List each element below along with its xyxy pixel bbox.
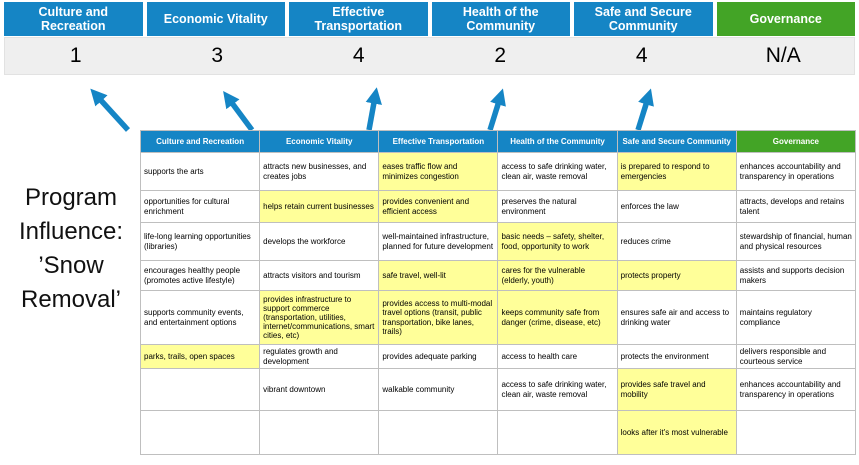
matrix-column-header: Culture and Recreation [139, 130, 261, 153]
matrix-cell: provides convenient and efficient access [378, 190, 499, 223]
matrix-cell: life-long learning opportunities (librar… [139, 222, 261, 261]
up-arrow-icon [365, 87, 382, 131]
matrix-column-header: Safe and Secure Community [616, 130, 737, 153]
matrix-cell: provides infrastructure to support comme… [259, 290, 380, 345]
score-value: 1 [69, 44, 82, 67]
matrix-row: life-long learning opportunities (librar… [139, 222, 857, 261]
scorecard-header: Culture and Recreation [4, 2, 143, 36]
influence-matrix: Culture and Recreation Economic Vitality E… [139, 130, 857, 455]
score-value: 4 [635, 44, 648, 67]
matrix-cell: encourages healthy people (promotes acti… [139, 260, 261, 291]
matrix-cell: provides safe travel and mobility [616, 368, 737, 411]
matrix-header-row: Culture and Recreation Economic Vitality E… [139, 130, 857, 153]
score-value: 4 [352, 44, 365, 67]
matrix-cell: opportunities for cultural enrichment [139, 190, 261, 223]
matrix-row: parks, trails, open spaces regulates grow… [139, 344, 857, 369]
score-value: 3 [211, 44, 224, 67]
matrix-cell: ensures safe air and access to drinking … [616, 290, 737, 345]
matrix-cell: enforces the law [616, 190, 737, 223]
matrix-cell: safe travel, well-lit [378, 260, 499, 291]
matrix-row: encourages healthy people (promotes acti… [139, 260, 857, 291]
matrix-cell: provides access to multi-modal travel op… [378, 290, 499, 345]
up-arrow-icon [223, 91, 255, 132]
matrix-cell: assists and supports decision makers [735, 260, 857, 291]
matrix-row: supports community events, and entertain… [139, 290, 857, 345]
matrix-cell: reduces crime [616, 222, 737, 261]
matrix-cell: stewardship of financial, human and phys… [735, 222, 857, 261]
matrix-cell: access to safe drinking water, clean air… [497, 368, 618, 411]
up-arrow-icon [90, 88, 131, 132]
matrix-cell: is prepared to respond to emergencies [616, 152, 737, 191]
score-value: N/A [765, 44, 801, 67]
matrix-cell: protects property [616, 260, 737, 291]
matrix-cell: attracts new businesses, and creates job… [259, 152, 380, 191]
matrix-cell: enhances accountability and transparency… [735, 152, 857, 191]
matrix-cell: keeps community safe from danger (crime,… [497, 290, 618, 345]
matrix-cell: eases traffic flow and minimizes congest… [378, 152, 499, 191]
matrix-cell: well-maintained infrastructure, planned … [378, 222, 499, 261]
matrix-cell: preserves the natural environment [497, 190, 618, 223]
scorecard-scores: 1 3 4 2 4 N/A [4, 37, 855, 75]
matrix-cell [139, 410, 261, 455]
matrix-cell: supports the arts [139, 152, 261, 191]
matrix-row: looks after it's most vulnerable [139, 410, 857, 455]
scorecard-header: Economic Vitality [146, 2, 285, 36]
matrix-cell: helps retain current businesses [259, 190, 380, 223]
matrix-cell: provides adequate parking [378, 344, 499, 369]
matrix-row: vibrant downtown walkable community access… [139, 368, 857, 411]
scorecard-header: Effective Transportation [289, 2, 428, 36]
up-arrow-icon [487, 88, 506, 131]
program-influence-label: Program Influence: ’Snow Removal’ [18, 184, 124, 314]
matrix-cell: attracts, develops and retains talent [735, 190, 857, 223]
matrix-column-header: Governance [735, 130, 857, 153]
matrix-cell: enhances accountability and transparency… [735, 368, 857, 411]
matrix-cell [139, 368, 261, 411]
scorecard-header: Safe and Secure Community [574, 2, 713, 36]
scorecard-headers: Culture and Recreation Economic Vitality E… [4, 2, 855, 36]
matrix-cell: supports community events, and entertain… [139, 290, 261, 345]
matrix-cell: basic needs – safety, shelter, food, opp… [497, 222, 618, 261]
scorecard-header: Governance [716, 2, 855, 36]
matrix-cell: parks, trails, open spaces [139, 344, 261, 369]
scorecard-header: Health of the Community [431, 2, 570, 36]
matrix-row: supports the arts attracts new businesses… [139, 152, 857, 191]
matrix-cell: vibrant downtown [259, 368, 380, 411]
matrix-cell [259, 410, 380, 455]
matrix-cell [378, 410, 499, 455]
matrix-cell: delivers responsible and courteous servi… [735, 344, 857, 369]
up-arrow-icon [635, 88, 654, 131]
matrix-column-header: Effective Transportation [378, 130, 499, 153]
matrix-cell: walkable community [378, 368, 499, 411]
matrix-cell: maintains regulatory compliance [735, 290, 857, 345]
matrix-column-header: Economic Vitality [259, 130, 380, 153]
matrix-cell [497, 410, 618, 455]
matrix-cell: cares for the vulnerable (elderly, youth… [497, 260, 618, 291]
matrix-cell [735, 410, 857, 455]
matrix-cell: access to health care [497, 344, 618, 369]
matrix-cell: develops the workforce [259, 222, 380, 261]
matrix-column-header: Health of the Community [497, 130, 618, 153]
matrix-cell: looks after it's most vulnerable [616, 410, 737, 455]
matrix-cell: protects the environment [616, 344, 737, 369]
matrix-cell: access to safe drinking water, clean air… [497, 152, 618, 191]
matrix-cell: regulates growth and development [259, 344, 380, 369]
matrix-row: opportunities for cultural enrichment hel… [139, 190, 857, 223]
matrix-cell: attracts visitors and tourism [259, 260, 380, 291]
score-value: 2 [494, 44, 507, 67]
